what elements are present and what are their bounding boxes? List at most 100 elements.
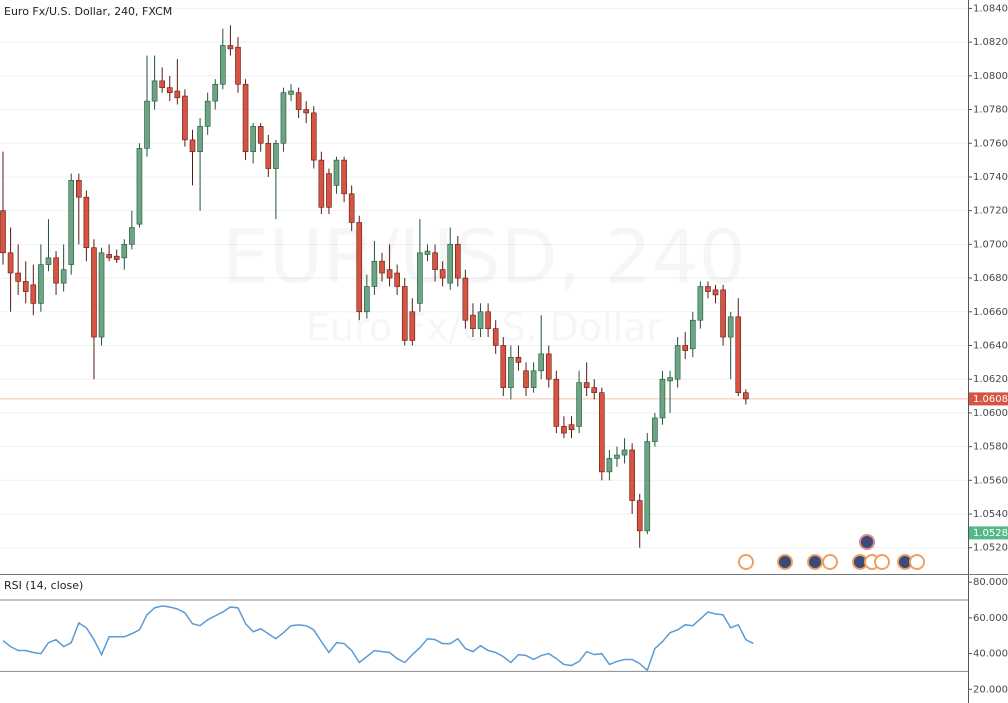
candle-body (280, 92, 287, 144)
candle-body (432, 252, 438, 270)
watermark: EUR/USD, 240 (222, 215, 746, 301)
y-tick-label: 1.08000 (973, 71, 1008, 82)
candle-body (356, 222, 363, 313)
y-tick-label: 1.08400 (973, 3, 1008, 14)
candle-body (735, 316, 742, 393)
candle-body (470, 314, 476, 329)
event-icon[interactable] (738, 554, 754, 570)
candle-body (113, 255, 120, 260)
candle-body (417, 252, 423, 304)
candle-body (485, 311, 491, 329)
candle-body (644, 441, 651, 532)
y-tick-label: 20.00000 (973, 684, 1008, 695)
candle-body (235, 46, 241, 85)
candle-body (629, 449, 635, 501)
event-icon[interactable] (909, 554, 925, 570)
candle-body (561, 426, 567, 434)
event-icon[interactable] (777, 554, 793, 570)
candle-body (371, 260, 378, 287)
candle-body (454, 244, 461, 279)
candle-body (652, 417, 658, 442)
rsi-line (2, 605, 754, 672)
candle-body (212, 83, 219, 102)
candle-body (121, 244, 128, 259)
candle-body (576, 382, 582, 427)
candle-body (98, 252, 105, 338)
candle-body (568, 424, 575, 431)
candle-body (273, 142, 279, 169)
candle-body (386, 269, 393, 279)
candle-body (166, 87, 173, 93)
candle-body (288, 90, 294, 95)
candle-body (720, 289, 726, 338)
candle-body (227, 45, 234, 50)
price-marker-label: 1.06083 (973, 394, 1008, 405)
candle-body (250, 126, 256, 152)
candle-body (712, 289, 719, 296)
candle-body (727, 316, 734, 338)
candle-body (189, 139, 196, 152)
candle-body (439, 269, 446, 279)
candle-body (538, 353, 544, 372)
candle-body (76, 180, 82, 198)
candle-body (667, 377, 673, 382)
candle-body (379, 260, 385, 274)
candle-body (477, 311, 484, 329)
candle-body (447, 244, 454, 284)
y-tick-label: 1.07200 (973, 206, 1008, 217)
price-marker (969, 392, 1008, 406)
candle-body (326, 173, 332, 208)
y-tick-label: 1.06200 (973, 374, 1008, 385)
event-icon[interactable] (874, 554, 890, 570)
candle-body (743, 392, 749, 400)
candle-body (68, 180, 75, 265)
candle-body (174, 90, 181, 99)
pane-title: RSI (14, close) (4, 579, 83, 592)
candle-body (545, 353, 552, 380)
y-tick-label: 1.06600 (973, 307, 1008, 318)
candle-body (204, 100, 211, 127)
candle-body (394, 272, 400, 287)
candle-body (83, 196, 90, 249)
candle-body (530, 370, 537, 388)
y-tick-label: 1.05400 (973, 509, 1008, 520)
candle-body (144, 100, 150, 149)
candle-body (553, 378, 560, 427)
candle-body (45, 257, 52, 265)
candle-body (614, 454, 620, 459)
candle-body (705, 286, 711, 292)
event-icon[interactable] (822, 554, 838, 570)
candle-body (129, 227, 135, 245)
candle-body (636, 500, 643, 532)
y-tick-label: 1.06800 (973, 273, 1008, 284)
candle-body (30, 284, 37, 304)
candle-body (295, 92, 302, 110)
candle-body (303, 109, 310, 114)
candle-body (15, 272, 21, 282)
candle-body (257, 126, 264, 144)
candle-body (159, 80, 165, 88)
candle-body (220, 45, 226, 85)
y-tick-label: 1.07600 (973, 138, 1008, 149)
candle-body (333, 159, 340, 186)
y-tick-label: 1.07000 (973, 239, 1008, 250)
candle-body (106, 254, 112, 259)
event-icon[interactable] (859, 534, 875, 550)
candle-body (364, 286, 370, 313)
candle-body (91, 247, 97, 338)
y-tick-label: 1.07400 (973, 172, 1008, 183)
event-icon[interactable] (807, 554, 823, 570)
candle-body (462, 277, 469, 321)
candle-body (341, 159, 347, 195)
y-tick-label: 1.06000 (973, 408, 1008, 419)
price-marker-label: 1.05288 (973, 528, 1008, 539)
candle-body (583, 382, 590, 388)
candle-body (674, 345, 681, 380)
y-tick-label: 1.05800 (973, 442, 1008, 453)
candle-body (682, 345, 689, 351)
candle-body (53, 257, 59, 284)
candle-body (523, 370, 529, 388)
candle-body (7, 252, 14, 274)
candle-body (318, 159, 325, 208)
plot-layer: 1.05200 1.05400 1.05600 1.05800 1.06000 1.062… (0, 3, 1008, 695)
